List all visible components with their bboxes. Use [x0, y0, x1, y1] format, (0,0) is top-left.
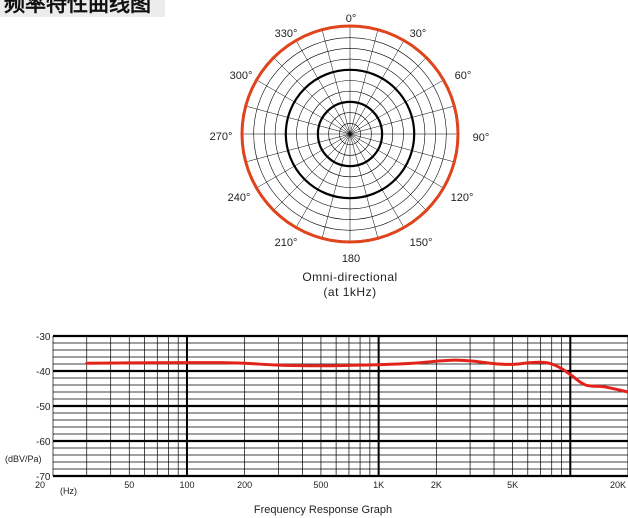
polar-grid-spoke — [349, 133, 454, 162]
y-tick-label: -60 — [36, 437, 51, 448]
polar-grid-spoke — [322, 133, 351, 238]
x-tick-label: 2K — [431, 480, 442, 490]
y-tick-label: -30 — [36, 332, 51, 343]
x-tick-label: 1K — [373, 480, 384, 490]
polar-grid-spoke — [246, 106, 351, 135]
polar-grid-spoke — [349, 133, 404, 227]
polar-grid-spoke — [349, 58, 426, 135]
polar-grid-spoke — [274, 58, 351, 135]
polar-caption-line1: Omni-directional — [302, 270, 397, 284]
polar-angle-label: 0° — [346, 13, 357, 25]
polar-angle-label: 120° — [451, 192, 474, 204]
x-tick-label: 500 — [313, 480, 328, 490]
polar-grid-spoke — [349, 106, 454, 135]
polar-grid-spoke — [349, 133, 378, 238]
polar-angle-label: 330° — [275, 28, 298, 40]
polar-angle-label: 240° — [228, 192, 251, 204]
polar-angle-label: 30° — [410, 28, 427, 40]
polar-angle-label: 150° — [410, 237, 433, 249]
polar-grid-spoke — [349, 80, 443, 135]
frequency-grid — [52, 334, 628, 478]
polar-angle-labels: 0° 30° 60° 90° 120° 150° 180 210° 240° 270° 300° 33… — [210, 13, 490, 265]
y-tick-labels: -30 -40 -50 -60 -70 — [36, 332, 51, 483]
y-tick-label: -70 — [36, 472, 51, 483]
chart-title: Frequency Response Graph — [254, 504, 392, 516]
page-title: 频率特性曲线图 — [0, 0, 165, 17]
polar-grid-spoke — [322, 30, 351, 135]
polar-angle-label: 90° — [473, 132, 490, 144]
polar-angle-label: 300° — [230, 70, 253, 82]
polar-grid-spoke — [246, 133, 351, 162]
polar-grid-spoke — [296, 133, 351, 227]
x-tick-label: 50 — [124, 480, 134, 490]
polar-pattern-line — [240, 24, 460, 244]
x-tick-label: 200 — [237, 480, 252, 490]
x-axis-unit-label: (Hz) — [60, 486, 77, 496]
x-tick-label: 20K — [610, 480, 626, 490]
polar-angle-label: 270° — [210, 131, 233, 143]
polar-grid-spoke — [349, 30, 378, 135]
polar-grid — [242, 26, 458, 242]
frequency-response-line — [85, 358, 628, 394]
polar-angle-label: 60° — [455, 70, 472, 82]
polar-grid-spoke — [349, 41, 404, 135]
x-tick-label: 20 — [35, 480, 45, 490]
x-tick-label: 100 — [179, 480, 194, 490]
polar-grid-spoke — [296, 41, 351, 135]
polar-grid-spoke — [274, 133, 351, 210]
polar-grid-spoke — [257, 80, 351, 135]
polar-angle-label: 210° — [275, 237, 298, 249]
y-axis-label: (dBV/Pa) — [5, 454, 42, 464]
x-tick-label: 5K — [507, 480, 518, 490]
polar-grid-spoke — [349, 133, 426, 210]
y-tick-label: -50 — [36, 402, 51, 413]
y-tick-label: -40 — [36, 367, 51, 378]
x-tick-labels: 20 50 100 200 500 1K 2K 5K 20K — [35, 480, 626, 490]
polar-angle-label: 180 — [342, 253, 360, 265]
frequency-response-chart: -30 -40 -50 -60 -70 20 50 100 200 500 1K 2K 5K 20K (… — [5, 332, 628, 516]
polar-grid-spoke — [349, 133, 443, 188]
polar-caption-line2: (at 1kHz) — [323, 285, 376, 299]
polar-chart: 0° 30° 60° 90° 120° 150° 180 210° 240° 270° 300° 33… — [210, 13, 490, 299]
polar-grid-spoke — [257, 133, 351, 188]
